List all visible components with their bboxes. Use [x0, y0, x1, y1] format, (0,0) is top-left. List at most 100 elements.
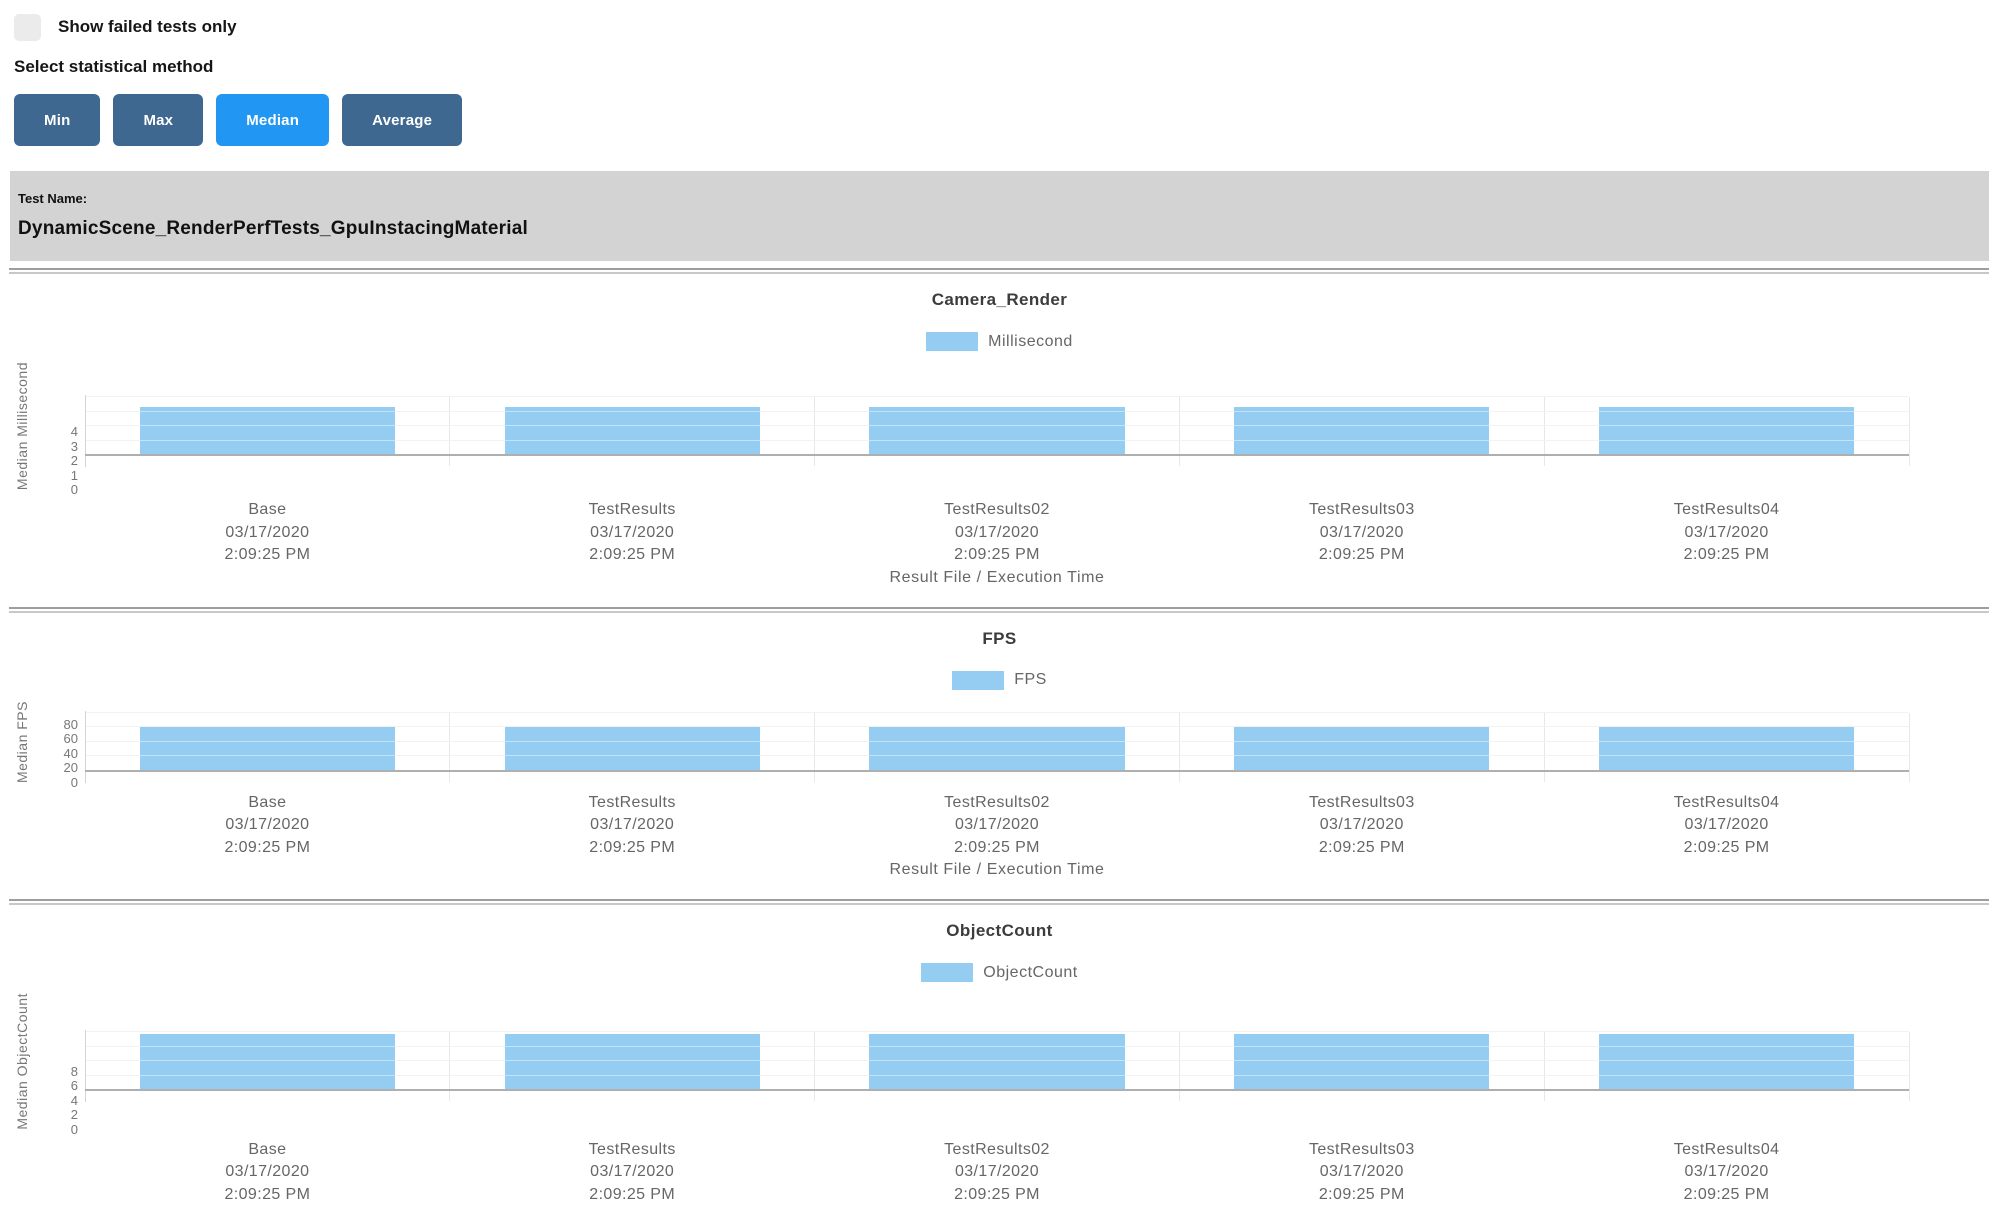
bar-testresults03 — [1234, 727, 1490, 771]
legend-label: Millisecond — [988, 332, 1073, 350]
stat-button-min[interactable]: Min — [14, 94, 101, 146]
show-failed-checkbox[interactable] — [14, 14, 41, 41]
category-label: TestResults04 03/17/2020 2:09:25 PM — [1544, 499, 1909, 567]
y-axis-line — [85, 1030, 86, 1103]
legend-label: FPS — [1014, 671, 1047, 689]
bar-base — [139, 1033, 396, 1091]
bar-testresults — [504, 407, 760, 456]
h-gridline — [85, 726, 1909, 728]
charts-container: Camera_Render Millisecond Median Milliseco… — [0, 268, 1999, 1206]
chart-title: ObjectCount — [946, 921, 1053, 941]
stat-button-median[interactable]: Median — [216, 94, 330, 146]
category-name: TestResults02 — [944, 793, 1050, 811]
y-axis-title-text: Median Millisecond — [14, 362, 30, 491]
bar-testresults — [504, 727, 760, 771]
y-tick-label: 1 — [70, 467, 78, 483]
stat-method-buttons: Min Max Median Average — [14, 94, 1999, 146]
category-time: 2:09:25 PM — [1683, 546, 1770, 564]
plot-area — [84, 1030, 1910, 1103]
plot-area — [84, 395, 1910, 468]
stat-method-label: Select statistical method — [14, 57, 214, 76]
category-time: 2:09:25 PM — [224, 838, 311, 856]
category-label: TestResults03 03/17/2020 2:09:25 PM — [1179, 1139, 1544, 1206]
chart-legend: Millisecond — [0, 332, 1999, 351]
category-date: 03/17/2020 — [954, 523, 1040, 541]
category-label: TestResults03 03/17/2020 2:09:25 PM — [1179, 792, 1544, 860]
v-gridline — [1908, 712, 1910, 782]
category-date: 03/17/2020 — [1319, 1163, 1404, 1181]
h-gridline — [85, 711, 1909, 713]
category-time: 2:09:25 PM — [224, 1185, 311, 1203]
category-time: 2:09:25 PM — [589, 838, 676, 856]
category-name: TestResults03 — [1308, 501, 1415, 519]
category-label: TestResults03 03/17/2020 2:09:25 PM — [1179, 499, 1544, 567]
stat-button-max[interactable]: Max — [113, 94, 204, 146]
category-label: TestResults04 03/17/2020 2:09:25 PM — [1544, 792, 1909, 860]
section-divider — [9, 899, 1989, 906]
y-tick-label: 4 — [70, 424, 78, 440]
show-failed-row: Show failed tests only — [14, 14, 1999, 41]
h-gridline-overlay — [85, 726, 1909, 728]
plot-row: Median Millisecond 0 1 2 3 4 — [0, 362, 1999, 496]
category-label: Base 03/17/2020 2:09:25 PM — [85, 1139, 450, 1206]
category-date: 03/17/2020 — [1684, 1163, 1769, 1181]
bar-testresults04 — [1598, 727, 1855, 771]
category-name: Base — [248, 793, 287, 811]
v-gridline — [1908, 397, 1910, 467]
bar-testresults02 — [869, 407, 1125, 456]
category-label: Base 03/17/2020 2:09:25 PM — [85, 499, 450, 567]
v-gridline — [1178, 397, 1180, 467]
x-axis-line — [85, 1089, 1909, 1092]
chart-legend: ObjectCount — [0, 963, 1999, 983]
h-gridline-overlay — [85, 439, 1909, 441]
category-name: TestResults04 — [1673, 793, 1780, 811]
stat-button-average[interactable]: Average — [342, 94, 463, 146]
h-gridline-overlay — [85, 1031, 1909, 1033]
v-gridline — [449, 397, 451, 467]
category-name: TestResults03 — [1308, 1140, 1415, 1158]
h-gridline-overlay — [85, 425, 1909, 427]
category-time: 2:09:25 PM — [1683, 1185, 1770, 1203]
category-time: 2:09:25 PM — [1318, 1185, 1405, 1203]
y-tick-label: 2 — [70, 1107, 78, 1123]
y-tick-label: 80 — [63, 716, 78, 732]
legend-label: ObjectCount — [983, 963, 1078, 981]
v-gridline — [1178, 712, 1180, 782]
chart-legend: FPS — [0, 670, 1999, 690]
show-failed-label: Show failed tests only — [58, 17, 237, 36]
y-tick-label: 2 — [70, 453, 78, 469]
category-label: Base 03/17/2020 2:09:25 PM — [85, 792, 450, 860]
y-tick-label: 0 — [70, 482, 78, 498]
bar-testresults02 — [869, 1033, 1125, 1091]
category-name: TestResults — [588, 1140, 676, 1158]
x-axis-title: Result File / Execution Time — [889, 861, 1105, 879]
category-date: 03/17/2020 — [1684, 523, 1769, 541]
y-axis-line — [85, 395, 86, 468]
h-gridline — [85, 1031, 1909, 1033]
h-gridline-overlay — [85, 1060, 1909, 1062]
category-label: TestResults02 03/17/2020 2:09:25 PM — [815, 792, 1180, 860]
y-axis-title: Median FPS — [0, 701, 44, 783]
bar-testresults02 — [869, 727, 1125, 771]
h-gridline-overlay — [85, 410, 1909, 412]
category-date: 03/17/2020 — [954, 816, 1040, 834]
plot-row: Median FPS 0 20 40 60 80 — [0, 701, 1999, 789]
v-gridline — [449, 712, 451, 782]
bar-testresults04 — [1598, 1033, 1855, 1091]
y-axis-title-text: Median FPS — [14, 700, 30, 783]
test-name-banner: Test Name: DynamicScene_RenderPerfTests_… — [10, 171, 1989, 261]
h-gridline-overlay — [85, 1074, 1909, 1076]
bar-base — [139, 727, 396, 771]
category-time: 2:09:25 PM — [1318, 546, 1405, 564]
category-date: 03/17/2020 — [1319, 523, 1404, 541]
category-name: TestResults — [588, 793, 676, 811]
category-name: TestResults — [588, 501, 676, 519]
y-tick-label: 4 — [70, 1092, 78, 1108]
plot-row: Median ObjectCount 0 2 4 6 8 — [0, 993, 1999, 1136]
category-time: 2:09:25 PM — [1683, 838, 1770, 856]
v-gridline — [1543, 712, 1545, 782]
category-name: Base — [248, 501, 287, 519]
category-date: 03/17/2020 — [590, 816, 675, 834]
category-date: 03/17/2020 — [590, 1163, 675, 1181]
